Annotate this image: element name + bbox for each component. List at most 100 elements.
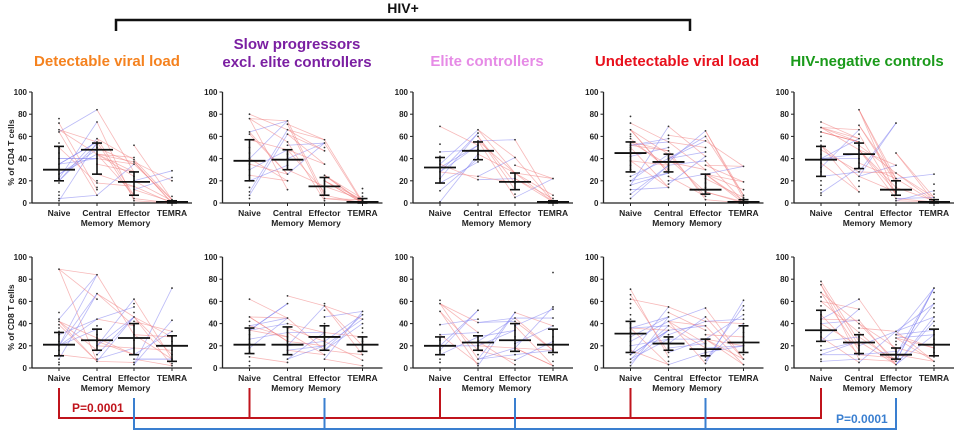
subject-line [514,157,554,203]
data-point [58,327,60,329]
data-point [552,317,554,319]
subject-line [133,185,173,204]
subject-line [514,325,554,367]
y-tick-label: 0 [594,199,599,208]
data-point [552,308,554,311]
group-title: HIV-negative controls [790,53,943,70]
data-point [820,188,822,191]
data-point [248,113,251,116]
data-point [323,358,326,361]
data-point [323,322,326,325]
subject-lines [249,295,363,367]
data-point [286,294,289,297]
data-point [704,320,707,323]
subject-line [96,153,135,177]
data-point [96,194,98,197]
data-point [667,186,670,189]
subject-line [58,293,98,360]
subject-line [668,352,706,366]
data-point [933,320,935,323]
subject-line [668,151,706,159]
subject-line [668,325,706,349]
y-tick-label: 0 [213,199,218,208]
subject-line [439,158,479,192]
subject-line [668,140,706,159]
data-point [820,304,822,307]
data-point [895,199,897,202]
data-point [96,358,98,361]
subject-line [58,293,98,347]
subject-line [287,133,325,152]
subject-line [820,281,860,342]
data-point [667,311,670,314]
subject-line [477,347,516,360]
data-point [629,361,632,364]
subject-line [287,129,325,141]
data-point [704,195,707,198]
data-point [820,360,822,363]
data-point [96,188,98,191]
x-tick-label: Memory [308,218,341,228]
subject-line [477,129,516,158]
subject-line [96,316,135,355]
x-tick-label: TEMRA [347,208,377,218]
subject-line [895,334,935,339]
subject-line [514,306,554,349]
subject-line [133,161,173,204]
x-tick-label: Central [82,373,111,383]
subject-line [96,141,135,199]
subject-line [477,157,516,177]
data-point [323,302,326,305]
data-point [858,175,860,178]
y-tick-label: 80 [780,275,789,284]
subject-line [439,161,479,184]
subject-line [705,318,744,322]
data-point [933,291,935,294]
data-point [629,288,632,291]
y-tick-label: 60 [209,297,218,306]
data-point [133,199,135,202]
subject-line [58,324,98,362]
data-point [477,132,479,134]
data-point [667,141,670,143]
x-tick-label: Central [82,208,111,218]
data-point [667,316,670,318]
data-point [286,141,289,143]
data-point [667,183,670,186]
data-point [629,307,632,309]
data-point [477,353,479,356]
y-tick-label: 0 [594,364,599,373]
data-point [96,186,98,189]
y-tick-label: 60 [590,132,599,141]
data-point [820,296,822,298]
subject-lines [820,281,935,366]
subject-line [820,292,860,351]
subject-line [249,139,288,151]
subject-line [249,316,288,342]
subject-line [439,318,479,326]
data-point [667,360,670,363]
data-point [286,361,289,364]
data-point [742,318,745,321]
data-point [858,108,860,111]
subject-line [324,139,363,203]
data-point [704,168,707,171]
data-point [895,330,897,333]
data-point [96,121,98,123]
data-point [439,200,441,203]
data-point [171,176,173,179]
subject-line [630,329,669,356]
data-point [629,358,632,361]
data-point [820,358,822,361]
data-point [286,302,289,305]
data-point [858,308,860,311]
data-point [704,151,707,153]
data-point [667,134,670,137]
subject-line [895,334,935,365]
subject-line [249,120,288,133]
subject-line [895,331,935,362]
data-point [629,193,632,196]
data-point [667,351,670,354]
data-point [742,299,745,302]
